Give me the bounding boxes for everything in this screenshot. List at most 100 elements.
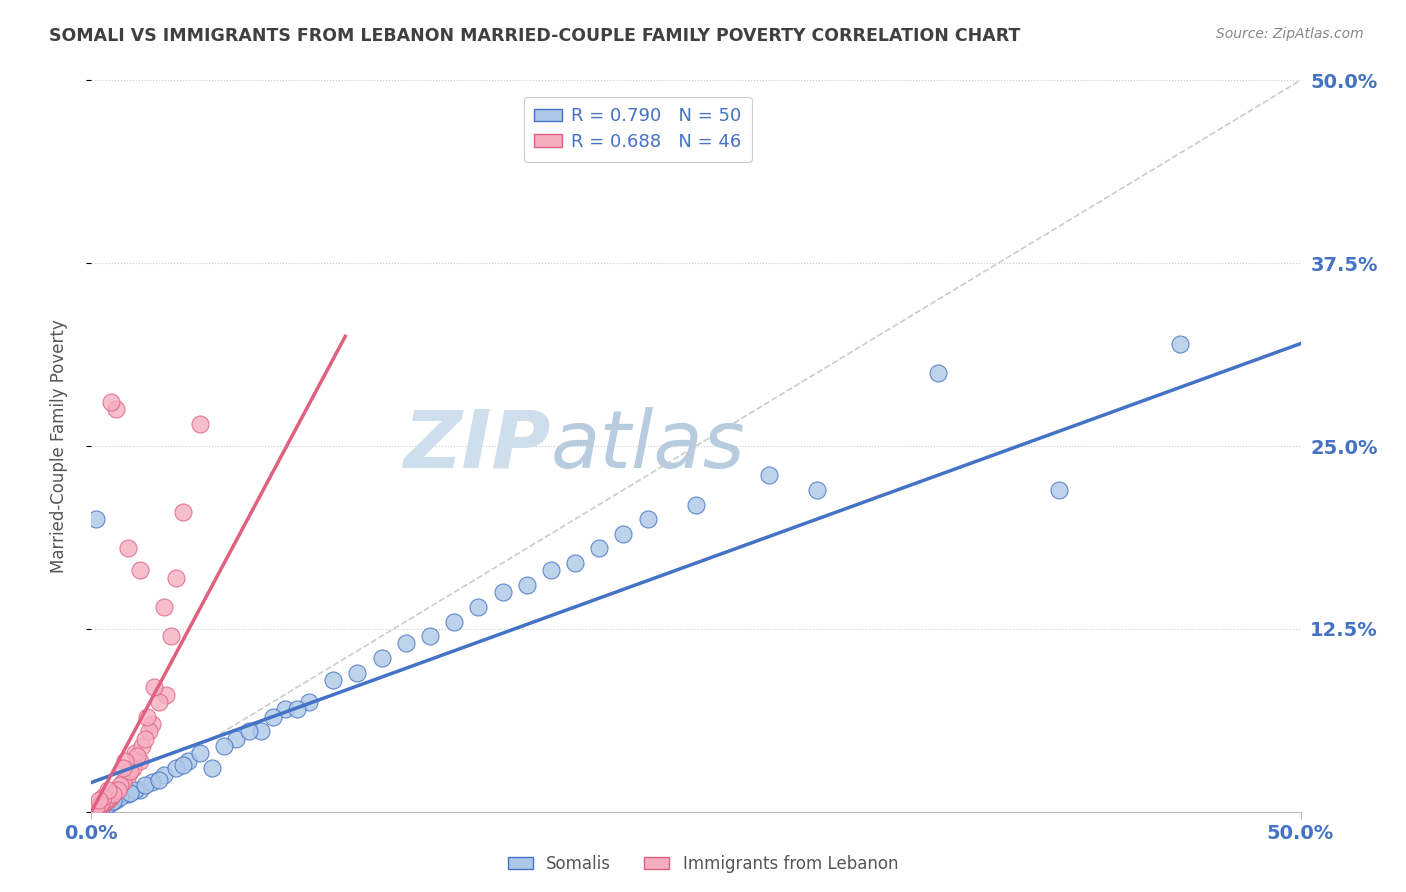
Point bbox=[87, 798, 110, 813]
Point bbox=[107, 782, 129, 797]
Point bbox=[685, 498, 707, 512]
Point bbox=[612, 526, 634, 541]
Point bbox=[188, 746, 211, 760]
Point bbox=[153, 768, 176, 782]
Point bbox=[564, 556, 586, 570]
Point bbox=[165, 761, 187, 775]
Point bbox=[84, 512, 107, 526]
Point bbox=[165, 571, 187, 585]
Point bbox=[927, 366, 949, 380]
Point bbox=[90, 796, 112, 810]
Point bbox=[128, 754, 150, 768]
Point bbox=[467, 599, 489, 614]
Point bbox=[100, 790, 122, 805]
Point bbox=[134, 731, 156, 746]
Point bbox=[491, 585, 513, 599]
Point bbox=[93, 796, 115, 810]
Point bbox=[128, 563, 150, 577]
Point bbox=[128, 782, 150, 797]
Point bbox=[97, 782, 120, 797]
Point bbox=[94, 791, 117, 805]
Point bbox=[104, 793, 127, 807]
Point bbox=[104, 402, 127, 417]
Point bbox=[124, 782, 146, 797]
Point bbox=[111, 761, 134, 775]
Point bbox=[148, 695, 170, 709]
Point bbox=[172, 505, 194, 519]
Point bbox=[120, 764, 142, 778]
Point bbox=[141, 775, 163, 789]
Point bbox=[148, 772, 170, 787]
Point bbox=[346, 665, 368, 680]
Point bbox=[1047, 483, 1070, 497]
Point bbox=[127, 749, 149, 764]
Point bbox=[101, 787, 124, 801]
Point bbox=[322, 673, 344, 687]
Point bbox=[225, 731, 247, 746]
Point bbox=[758, 468, 780, 483]
Point bbox=[111, 775, 134, 789]
Text: ZIP: ZIP bbox=[404, 407, 551, 485]
Point bbox=[516, 578, 538, 592]
Text: Source: ZipAtlas.com: Source: ZipAtlas.com bbox=[1216, 27, 1364, 41]
Point bbox=[121, 761, 143, 775]
Point bbox=[90, 797, 112, 812]
Point bbox=[124, 746, 146, 760]
Point bbox=[114, 754, 136, 768]
Point bbox=[97, 793, 120, 807]
Point bbox=[110, 790, 132, 805]
Legend: Somalis, Immigrants from Lebanon: Somalis, Immigrants from Lebanon bbox=[501, 848, 905, 880]
Point bbox=[298, 695, 321, 709]
Point bbox=[806, 483, 828, 497]
Point bbox=[117, 768, 139, 782]
Point bbox=[201, 761, 224, 775]
Point bbox=[177, 754, 200, 768]
Point bbox=[110, 778, 132, 792]
Text: atlas: atlas bbox=[551, 407, 745, 485]
Point bbox=[285, 702, 308, 716]
Point bbox=[94, 798, 117, 813]
Point bbox=[117, 541, 139, 556]
Point bbox=[134, 778, 156, 792]
Point bbox=[120, 786, 142, 800]
Point bbox=[84, 802, 107, 816]
Text: SOMALI VS IMMIGRANTS FROM LEBANON MARRIED-COUPLE FAMILY POVERTY CORRELATION CHAR: SOMALI VS IMMIGRANTS FROM LEBANON MARRIE… bbox=[49, 27, 1021, 45]
Point bbox=[249, 724, 271, 739]
Point bbox=[87, 800, 110, 814]
Point bbox=[238, 724, 260, 739]
Point bbox=[100, 796, 122, 810]
Point bbox=[93, 790, 115, 805]
Point bbox=[395, 636, 418, 650]
Point bbox=[136, 709, 159, 723]
Point bbox=[262, 709, 284, 723]
Point bbox=[188, 417, 211, 431]
Point bbox=[87, 800, 110, 814]
Point bbox=[93, 797, 115, 812]
Point bbox=[141, 717, 163, 731]
Point bbox=[87, 793, 110, 807]
Point bbox=[1168, 336, 1191, 351]
Point bbox=[138, 724, 160, 739]
Point bbox=[94, 795, 117, 809]
Point bbox=[160, 629, 183, 643]
Point bbox=[84, 800, 107, 814]
Point bbox=[93, 797, 115, 812]
Point bbox=[100, 395, 122, 409]
Point bbox=[104, 782, 127, 797]
Y-axis label: Married-Couple Family Poverty: Married-Couple Family Poverty bbox=[49, 319, 67, 573]
Point bbox=[588, 541, 610, 556]
Point bbox=[131, 739, 153, 753]
Point bbox=[153, 599, 176, 614]
Point bbox=[83, 803, 105, 817]
Point bbox=[143, 681, 166, 695]
Point bbox=[90, 802, 112, 816]
Point bbox=[274, 702, 297, 716]
Point bbox=[214, 739, 236, 753]
Point bbox=[637, 512, 659, 526]
Legend: R = 0.790   N = 50, R = 0.688   N = 46: R = 0.790 N = 50, R = 0.688 N = 46 bbox=[523, 96, 752, 161]
Point bbox=[540, 563, 562, 577]
Point bbox=[117, 787, 139, 801]
Point bbox=[172, 758, 194, 772]
Point bbox=[155, 688, 177, 702]
Point bbox=[443, 615, 465, 629]
